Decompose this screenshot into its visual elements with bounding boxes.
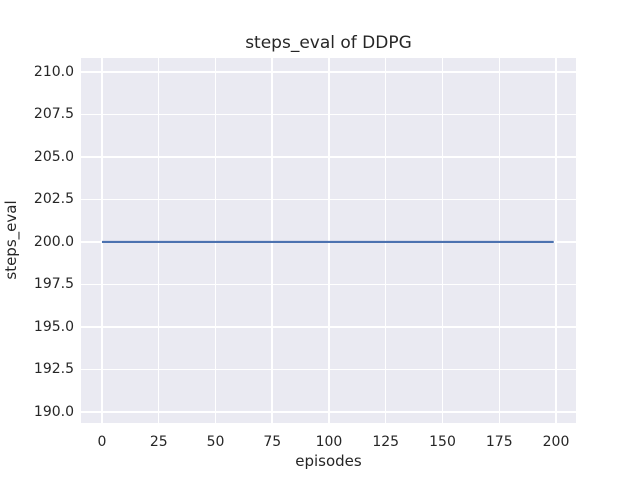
y-gridline xyxy=(81,326,576,328)
y-tick-label: 207.5 xyxy=(33,106,74,123)
y-tick-label: 197.5 xyxy=(33,276,74,293)
y-gridline xyxy=(81,113,576,116)
y-gridline xyxy=(81,368,576,371)
x-tick-label: 200 xyxy=(542,434,570,450)
x-gridline xyxy=(271,58,273,423)
x-tick-label: 125 xyxy=(372,434,400,450)
x-gridline xyxy=(214,58,217,423)
y-gridline xyxy=(81,71,576,73)
y-gridline xyxy=(81,411,576,413)
x-tick-label: 0 xyxy=(97,434,107,450)
x-tick-label: 175 xyxy=(485,434,513,450)
y-tick-label: 210.0 xyxy=(33,63,74,80)
y-tick-label: 205.0 xyxy=(33,148,74,165)
x-tick-label: 50 xyxy=(206,434,225,450)
x-tick-label: 75 xyxy=(263,434,282,450)
y-tick-label: 190.0 xyxy=(33,403,74,420)
plot-area xyxy=(81,58,576,423)
x-gridline xyxy=(498,58,500,423)
x-gridline xyxy=(384,58,387,423)
chart-title: steps_eval of DDPG xyxy=(245,33,412,53)
y-gridline xyxy=(81,198,576,201)
series-layer xyxy=(101,240,554,244)
y-tick-label: 195.0 xyxy=(33,318,74,335)
x-gridline xyxy=(441,58,444,423)
y-tick-label: 192.5 xyxy=(33,361,74,378)
x-axis-label: episodes xyxy=(295,452,362,470)
x-gridline xyxy=(157,58,160,423)
x-gridline xyxy=(328,58,330,423)
x-gridline xyxy=(101,58,103,423)
x-tick-label: 100 xyxy=(315,434,343,450)
x-tick-label: 25 xyxy=(149,434,168,450)
y-gridline xyxy=(81,156,576,158)
x-gridline xyxy=(555,58,557,423)
x-tick-label: 150 xyxy=(429,434,456,450)
y-tick-label: 202.5 xyxy=(33,191,74,208)
y-gridline xyxy=(81,283,576,286)
y-tick-label: 200.0 xyxy=(33,233,74,250)
